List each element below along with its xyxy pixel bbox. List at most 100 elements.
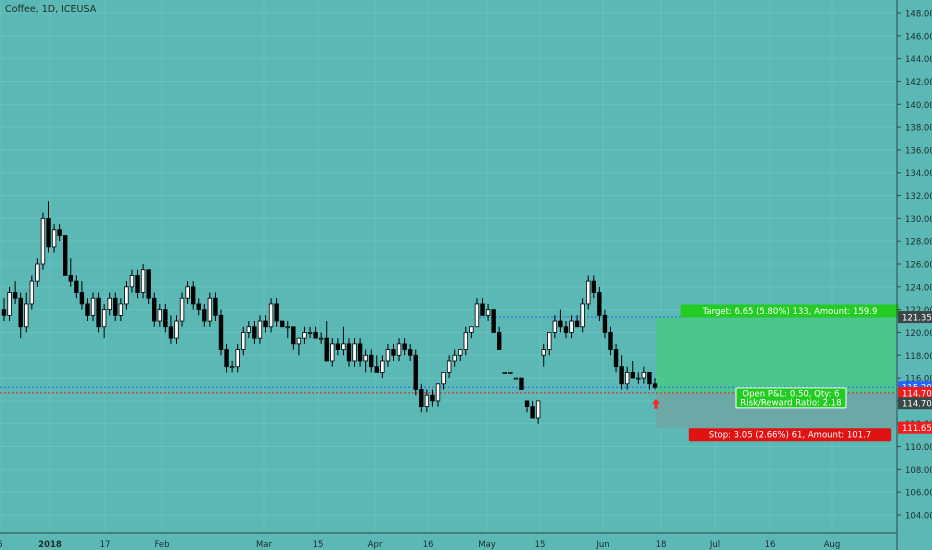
candle-body	[591, 280, 596, 293]
candle-body	[235, 349, 240, 368]
x-tick-label: 17	[100, 540, 111, 550]
candle-body	[118, 303, 124, 316]
price-tag: 114.70	[898, 397, 932, 410]
candle-body	[647, 371, 652, 385]
candle-body	[391, 349, 396, 356]
candle-body	[330, 343, 335, 362]
y-tick-label: 120.00	[905, 329, 932, 339]
candle-body	[519, 377, 524, 390]
candle-body	[313, 332, 318, 339]
candle-body	[491, 309, 496, 333]
y-tick-label: 148.00	[905, 10, 932, 20]
candle-body	[46, 217, 51, 248]
y-tick-label: 136.00	[905, 146, 932, 156]
candle-body	[113, 297, 118, 316]
y-tick-label: 110.00	[905, 443, 932, 453]
price-tag-bg	[898, 421, 932, 434]
candle-body	[318, 337, 324, 340]
candle-body	[435, 383, 441, 402]
candle-body	[374, 366, 379, 373]
candle-body	[291, 326, 296, 345]
target-label[interactable]: Target: 6.65 (5.80%) 133, Amount: 159.9	[680, 304, 900, 318]
x-tick-label: Mar	[256, 540, 273, 550]
price-tag-bg	[898, 397, 932, 410]
candle-body	[285, 326, 290, 329]
candle-body	[624, 371, 630, 385]
price-tag: 114.70	[898, 386, 932, 399]
candle-body	[497, 332, 502, 350]
candle-body	[363, 354, 368, 362]
candle-body	[485, 309, 491, 316]
candle-body	[124, 286, 129, 305]
candle-body	[307, 332, 313, 334]
candle-body	[636, 377, 641, 380]
candle-body	[1, 309, 7, 316]
price-tag-bg	[898, 386, 932, 399]
y-tick-label: 132.00	[905, 192, 932, 202]
candle-body	[12, 292, 18, 299]
y-tick-label: 146.00	[905, 32, 932, 42]
candle-body	[513, 377, 519, 380]
candle-body	[586, 280, 591, 305]
candle-body	[246, 326, 252, 333]
candle-body	[641, 371, 647, 379]
candle-body	[452, 354, 457, 362]
candle-body	[274, 303, 279, 322]
candle-body	[196, 303, 201, 311]
candle-body	[224, 349, 229, 368]
candle-body	[85, 303, 90, 316]
candle-body	[302, 332, 307, 339]
candle-body	[96, 297, 101, 328]
candle-body	[157, 309, 162, 322]
candle-body	[57, 229, 62, 236]
candle-body	[535, 400, 541, 419]
candle-body	[346, 343, 352, 362]
candle-body	[185, 286, 190, 299]
candle-body	[541, 349, 546, 356]
candle-body	[619, 366, 624, 385]
chart-title: Coffee, 1D, ICEUSA	[5, 4, 97, 15]
x-tick-label: Jun	[595, 540, 609, 550]
x-tick-label: 5	[0, 540, 3, 550]
candle-body	[179, 297, 185, 322]
pnl-line-2: Risk/Reward Ratio: 2.18	[740, 398, 841, 408]
y-tick-label: 130.00	[905, 215, 932, 225]
pnl-line-1: Open P&L: 0.50, Qty: 6	[742, 389, 839, 399]
y-tick-label: 106.00	[905, 489, 932, 499]
candle-body	[174, 320, 179, 339]
candle-body	[213, 297, 218, 316]
candle-body	[63, 235, 68, 276]
candle-body	[74, 280, 79, 293]
candle-body	[68, 275, 73, 282]
candle-body	[257, 320, 263, 339]
candle-body	[441, 371, 446, 385]
candle-body	[407, 349, 413, 356]
price-tag: 111.65	[898, 421, 932, 434]
x-tick-label: 18	[656, 540, 667, 550]
candle-body	[218, 314, 224, 350]
entry-arrow-icon	[652, 398, 660, 409]
candle-body	[146, 269, 151, 299]
candle-body	[630, 371, 635, 379]
y-tick-label: 138.00	[905, 124, 932, 134]
target-label-bg	[680, 304, 900, 318]
candle-body	[563, 326, 569, 333]
candle-body	[29, 280, 35, 305]
candle-body	[508, 371, 513, 374]
candle-body	[90, 297, 96, 316]
stop-label[interactable]: Stop: 3.05 (2.66%) 61, Amount: 101.7	[688, 428, 892, 442]
candle-body	[163, 309, 168, 328]
candle-body	[296, 337, 302, 345]
candle-body	[135, 275, 140, 293]
candle-body	[7, 292, 12, 316]
candle-body	[35, 263, 40, 282]
x-tick-label: 16	[765, 540, 776, 550]
candle-body	[613, 349, 619, 368]
y-tick-label: 126.00	[905, 261, 932, 271]
price-tag-bg	[898, 311, 932, 324]
candle-body	[424, 394, 430, 408]
candle-body	[558, 320, 563, 328]
candle-body	[140, 269, 146, 293]
